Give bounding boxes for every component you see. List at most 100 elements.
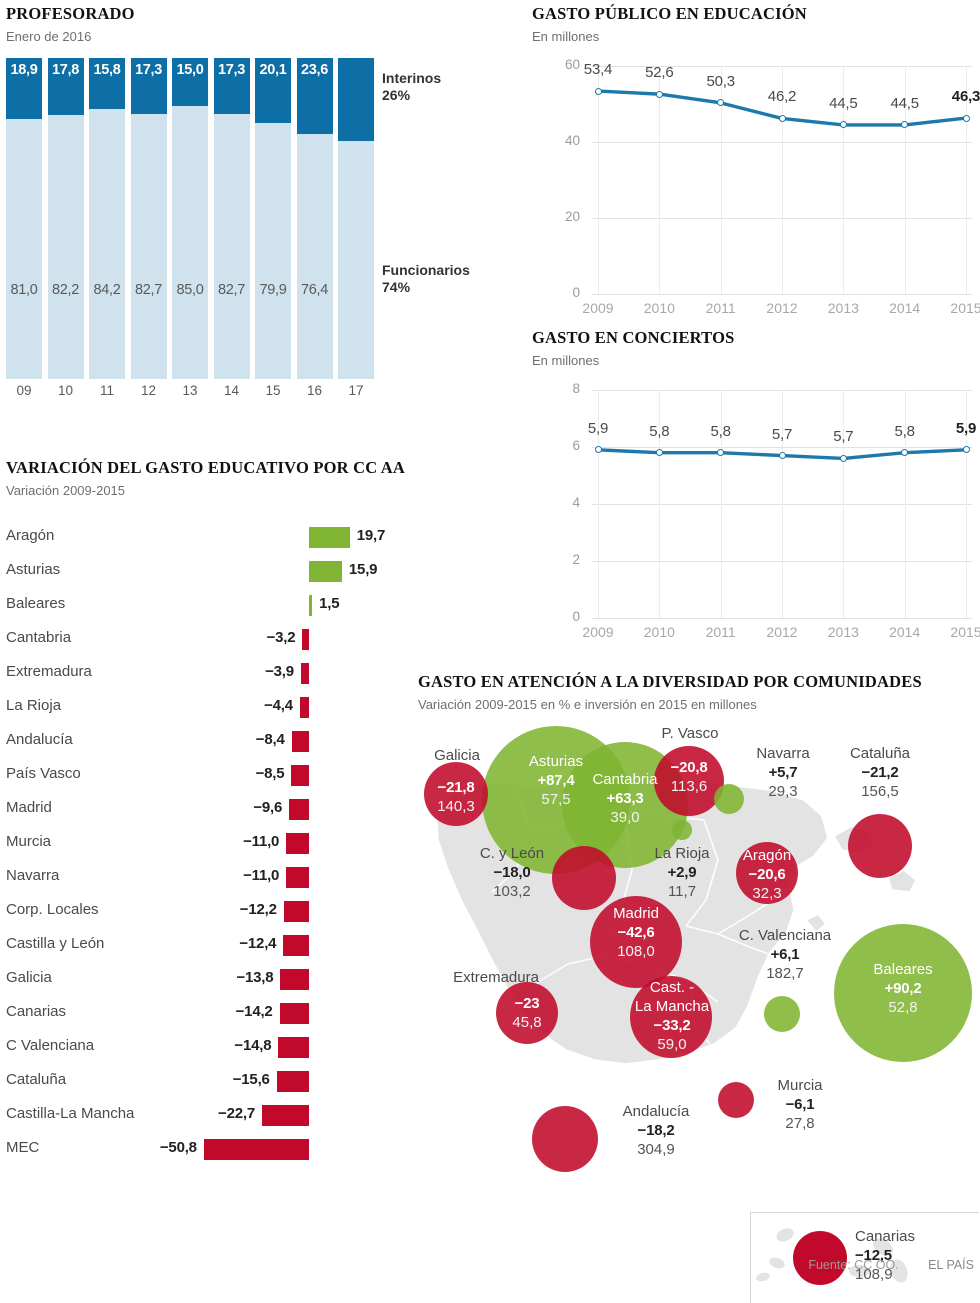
- variacion-row[interactable]: Navarra −11,0: [6, 860, 476, 894]
- gridline-x-2015: [966, 390, 967, 618]
- variacion-bar: [291, 765, 309, 786]
- data-label-2010: 52,6: [645, 64, 674, 82]
- bubble-navarra[interactable]: [714, 784, 744, 814]
- label-baleares: Baleares +90,2 52,8: [873, 961, 933, 1016]
- variacion-label: Asturias: [6, 561, 61, 578]
- bubble-murcia[interactable]: [718, 1082, 754, 1118]
- label-clm: Cast. - La Mancha −33,2 59,0: [634, 979, 710, 1053]
- label-cvalenciana: C. Valenciana +6,1 182,7: [738, 927, 832, 982]
- stacked-bar-11[interactable]: 15,8 84,2: [89, 58, 125, 379]
- variacion-row[interactable]: Galicia −13,8: [6, 962, 476, 996]
- variacion-bar: [283, 935, 309, 956]
- variacion-value: −3,9: [265, 663, 294, 680]
- bubble-clm[interactable]: [630, 976, 712, 1058]
- variacion-row[interactable]: C Valenciana −14,8: [6, 1030, 476, 1064]
- bar-label-interinos: 17,3: [217, 62, 246, 78]
- variacion-row[interactable]: Andalucía −8,4: [6, 724, 476, 758]
- data-label-2011: 50,3: [706, 72, 735, 90]
- variacion-label: Canarias: [6, 1003, 67, 1020]
- data-point-2011[interactable]: [717, 449, 725, 457]
- data-point-2010[interactable]: [655, 449, 663, 457]
- bubble-aragon[interactable]: [736, 842, 798, 904]
- label-larioja: La Rioja +2,9 11,7: [654, 845, 710, 900]
- bar-segment-funcionarios: [213, 113, 250, 379]
- variacion-row[interactable]: Extremadura −3,9: [6, 656, 476, 690]
- data-point-2013[interactable]: [839, 454, 847, 462]
- bubble-cyleon[interactable]: [552, 846, 616, 910]
- variacion-row[interactable]: Baleares 1,5: [6, 588, 476, 622]
- gridline-x-2009: [598, 390, 599, 618]
- variacion-row[interactable]: Corp. Locales −12,2: [6, 894, 476, 928]
- bubble-cataluna[interactable]: [848, 814, 912, 878]
- bubble-madrid[interactable]: [590, 896, 682, 988]
- bubble-baleares[interactable]: [834, 924, 972, 1062]
- variacion-row[interactable]: MEC −50,8: [6, 1132, 476, 1166]
- x-tick-2014: 2014: [889, 624, 921, 640]
- label-galicia-values: −21,8 140,3: [437, 779, 475, 815]
- bar-segment-interinos: [172, 58, 208, 107]
- variacion-row[interactable]: Aragón 19,7: [6, 520, 476, 554]
- x-tick-2014: 2014: [889, 300, 921, 316]
- legend-funcionarios-label: Funcionarios: [382, 262, 470, 278]
- variacion-row[interactable]: La Rioja −4,4: [6, 690, 476, 724]
- data-label-2014: 5,8: [894, 422, 915, 440]
- data-point-2009[interactable]: [594, 87, 602, 95]
- map-canvas: Galicia −21,8 140,3 Asturias +87,4 57,5 …: [418, 720, 980, 1303]
- variacion-row[interactable]: País Vasco −8,5: [6, 758, 476, 792]
- profesorado-subtitle: Enero de 2016: [6, 29, 92, 44]
- stacked-bar-15[interactable]: 20,1 79,9: [255, 58, 291, 379]
- data-point-2009[interactable]: [594, 446, 602, 454]
- data-point-2010[interactable]: [655, 90, 663, 98]
- bubble-pvasco[interactable]: [654, 746, 724, 816]
- canarias-inset: Canarias −12,5 108,9: [750, 1212, 979, 1303]
- bubble-larioja[interactable]: [672, 820, 692, 840]
- data-point-2012[interactable]: [778, 452, 786, 460]
- bubble-extremadura[interactable]: [496, 982, 558, 1044]
- data-point-2015[interactable]: [962, 114, 970, 122]
- gasto-publico-title: GASTO PÚBLICO EN EDUCACIÓN: [532, 4, 807, 23]
- label-asturias: Asturias +87,4 57,5: [528, 753, 584, 808]
- stacked-bar-09[interactable]: 18,9 81,0: [6, 58, 42, 379]
- variacion-value: −8,5: [255, 765, 285, 782]
- variacion-row[interactable]: Cataluña −15,6: [6, 1064, 476, 1098]
- gasto-publico-chart: 0 20 40 60 2009 2010 2011 2012 2013 2014 2015 53,4 5…: [565, 57, 980, 316]
- bubble-canarias[interactable]: [793, 1231, 847, 1285]
- stacked-bar-16[interactable]: 23,6 76,4: [296, 58, 333, 379]
- data-point-2013[interactable]: [839, 121, 847, 129]
- variacion-row[interactable]: Canarias −14,2: [6, 996, 476, 1030]
- variacion-label: Castilla-La Mancha: [6, 1105, 135, 1122]
- data-point-2014[interactable]: [901, 121, 909, 129]
- data-point-2011[interactable]: [717, 99, 725, 107]
- bubble-andalucia[interactable]: [532, 1106, 598, 1172]
- variacion-row[interactable]: Murcia −11,0: [6, 826, 476, 860]
- bar-label-funcionarios: 79,9: [259, 282, 287, 298]
- variacion-row[interactable]: Cantabria −3,2: [6, 622, 476, 656]
- variacion-row[interactable]: Madrid −9,6: [6, 792, 476, 826]
- mapa-panel: GASTO EN ATENCIÓN A LA DIVERSIDAD POR CO…: [418, 672, 980, 1303]
- stacked-bar-10[interactable]: 17,8 82,2: [47, 58, 84, 379]
- stacked-bar-14[interactable]: 17,3 82,7: [213, 58, 250, 379]
- data-label-2012: 5,7: [771, 425, 793, 443]
- variacion-row[interactable]: Castilla-La Mancha −22,7: [6, 1098, 476, 1132]
- data-point-2012[interactable]: [778, 114, 786, 122]
- variacion-row[interactable]: Castilla y León −12,4: [6, 928, 476, 962]
- y-tick-0: 0: [572, 609, 580, 624]
- y-tick-4: 4: [572, 495, 580, 510]
- data-point-2015[interactable]: [962, 446, 970, 454]
- variacion-value: −11,0: [243, 833, 280, 850]
- y-tick-0: 0: [572, 285, 580, 300]
- bar-label-interinos: 17,8: [51, 62, 80, 78]
- bar-label-funcionarios: 84,2: [93, 282, 121, 298]
- bar-label-funcionarios: 82,7: [134, 282, 163, 298]
- bubble-galicia[interactable]: [424, 762, 488, 826]
- variacion-row[interactable]: Asturias 15,9: [6, 554, 476, 588]
- stacked-bar-12[interactable]: 17,3 82,7: [130, 58, 167, 379]
- variacion-value: −11,0: [243, 867, 280, 884]
- stacked-bar-17[interactable]: [338, 58, 374, 379]
- label-pvasco: P. Vasco: [661, 725, 719, 742]
- stacked-bar-13[interactable]: 15,0 85,0: [172, 58, 208, 379]
- data-label-2010: 5,8: [649, 422, 670, 440]
- data-point-2014[interactable]: [901, 449, 909, 457]
- variacion-title: VARIACIÓN DEL GASTO EDUCATIVO POR CC AA: [6, 458, 405, 477]
- bubble-cvalenciana[interactable]: [764, 996, 800, 1032]
